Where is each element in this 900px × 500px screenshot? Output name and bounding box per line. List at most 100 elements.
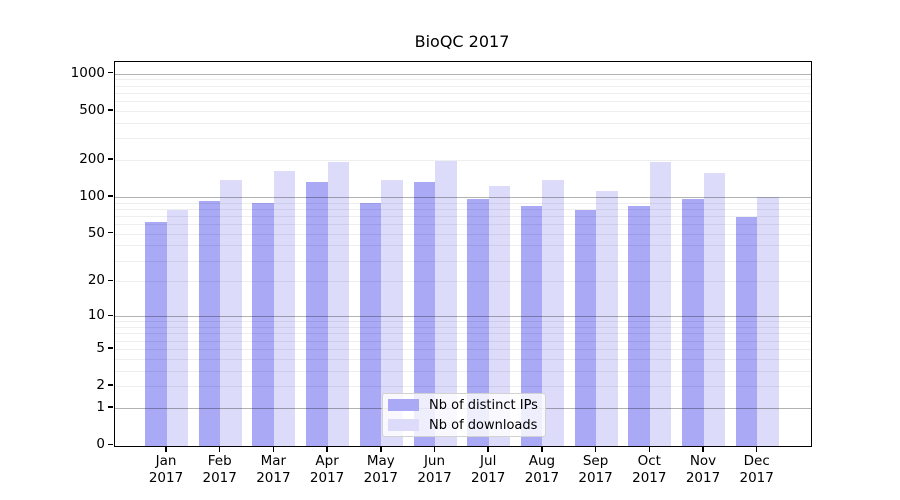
legend-label-downloads: Nb of downloads [429, 417, 538, 433]
x-tick-year: 2017 [632, 470, 667, 486]
y-tick-mark-5 [108, 347, 113, 349]
x-tick-month: Jun [423, 453, 446, 469]
bar-ips-oct [628, 206, 650, 446]
x-tick-label-nov: Nov 2017 [671, 453, 735, 487]
x-tick-label-jan: Jan 2017 [134, 453, 198, 487]
y-tick-label-10: 10 [87, 307, 105, 324]
bar-downloads-aug [542, 179, 564, 446]
bar-ips-nov [682, 199, 704, 446]
y-tick-mark-500 [108, 109, 113, 111]
x-tick-mark-oct [648, 446, 651, 452]
legend-swatch-downloads [388, 419, 419, 431]
bars-layer [115, 62, 811, 446]
x-tick-label-apr: Apr 2017 [295, 453, 359, 487]
x-tick-year: 2017 [471, 470, 506, 486]
x-tick-label-sep: Sep 2017 [564, 453, 628, 487]
bar-ips-jan [145, 221, 167, 446]
x-tick-mark-jan [165, 446, 167, 452]
x-tick-mark-feb [218, 446, 221, 452]
x-tick-mark-nov [702, 446, 704, 452]
x-tick-mark-jul [487, 446, 489, 452]
x-tick-mark-sep [594, 446, 597, 452]
y-tick-mark-10 [108, 314, 113, 317]
y-tick-mark-0 [108, 443, 113, 446]
bar-downloads-nov [703, 173, 725, 446]
y-tick-label-2: 2 [96, 377, 105, 394]
x-tick-month: Dec [743, 453, 770, 469]
bar-ips-dec [735, 217, 758, 446]
x-tick-label-oct: Oct 2017 [617, 453, 681, 487]
y-tick-label-5: 5 [96, 339, 105, 356]
x-tick-mark-jun [433, 446, 436, 452]
x-tick-month: Feb [207, 453, 232, 469]
x-tick-mark-dec [755, 446, 758, 452]
bar-downloads-jun [435, 161, 457, 446]
y-tick-label-200: 200 [79, 150, 105, 167]
x-tick-year: 2017 [363, 470, 398, 486]
x-tick-mark-mar [272, 446, 275, 452]
x-tick-year: 2017 [417, 470, 452, 486]
y-tick-label-500: 500 [79, 101, 105, 118]
y-tick-label-1000: 1000 [70, 64, 105, 81]
bar-ips-apr [306, 181, 328, 446]
y-tick-label-0: 0 [96, 436, 105, 453]
bar-downloads-jan [166, 210, 188, 446]
legend-label-ips: Nb of distinct IPs [429, 397, 538, 413]
x-tick-mark-aug [541, 446, 543, 452]
x-tick-month: Jan [155, 453, 177, 469]
x-tick-label-dec: Dec 2017 [725, 453, 789, 487]
x-tick-year: 2017 [256, 470, 291, 486]
y-tick-label-50: 50 [87, 224, 105, 241]
x-tick-month: Jul [480, 453, 497, 469]
bar-ips-jun [413, 181, 435, 446]
x-tick-label-aug: Aug 2017 [510, 453, 574, 487]
bar-downloads-mar [273, 170, 296, 446]
x-tick-month: May [366, 453, 395, 469]
bar-downloads-oct [649, 161, 672, 446]
legend-item-distinct-ips: Nb of distinct IPs [388, 395, 545, 415]
legend-swatch-ips [388, 399, 419, 411]
y-tick-mark-2 [108, 384, 113, 386]
x-tick-year: 2017 [578, 470, 613, 486]
bar-downloads-jul [488, 185, 511, 446]
x-tick-month: Sep [582, 453, 609, 469]
y-tick-mark-20 [108, 279, 113, 282]
x-tick-label-jul: Jul 2017 [456, 453, 520, 487]
x-tick-label-may: May 2017 [349, 453, 413, 487]
x-tick-label-feb: Feb 2017 [188, 453, 252, 487]
x-tick-year: 2017 [148, 470, 184, 486]
y-tick-mark-1000 [108, 71, 113, 74]
bar-ips-may [359, 202, 382, 446]
x-tick-month: Aug [528, 453, 556, 469]
x-tick-year: 2017 [685, 470, 721, 486]
x-tick-year: 2017 [739, 470, 774, 486]
x-tick-month: Oct [637, 453, 661, 469]
y-tick-label-20: 20 [87, 272, 105, 289]
x-tick-label-mar: Mar 2017 [241, 453, 305, 487]
y-tick-mark-50 [108, 231, 113, 234]
x-tick-mark-apr [326, 446, 328, 452]
y-tick-label-1: 1 [96, 399, 105, 415]
legend: Nb of distinct IPs Nb of downloads [382, 393, 546, 437]
x-tick-month: Nov [689, 453, 717, 469]
y-tick-mark-100 [108, 195, 113, 197]
bar-ips-sep [574, 209, 597, 446]
x-tick-year: 2017 [524, 470, 560, 486]
x-tick-mark-may [380, 446, 382, 452]
bar-ips-feb [198, 200, 221, 446]
x-tick-label-jun: Jun 2017 [403, 453, 467, 487]
bar-downloads-apr [327, 161, 350, 446]
plot-area: Nb of distinct IPs Nb of downloads [114, 61, 812, 447]
bar-ips-mar [252, 203, 274, 446]
legend-item-downloads: Nb of downloads [388, 415, 545, 435]
x-tick-month: Apr [315, 453, 339, 469]
x-tick-month: Mar [260, 453, 287, 469]
x-tick-year: 2017 [309, 470, 345, 486]
x-tick-year: 2017 [202, 470, 237, 486]
bar-downloads-may [381, 179, 403, 446]
bar-ips-aug [520, 206, 543, 446]
bar-downloads-feb [220, 179, 242, 446]
y-tick-label-100: 100 [79, 187, 105, 204]
bar-downloads-sep [596, 190, 618, 446]
